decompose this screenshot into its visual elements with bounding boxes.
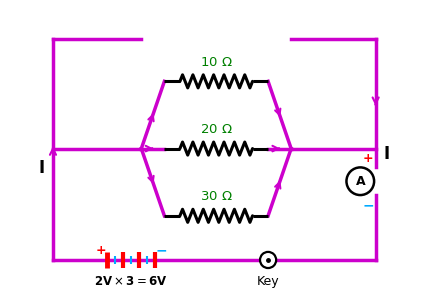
Text: +: + [362,153,373,166]
Text: $\mathit{20\ \Omega}$: $\mathit{20\ \Omega}$ [200,123,233,136]
Circle shape [346,167,374,195]
Text: $\mathit{30\ \Omega}$: $\mathit{30\ \Omega}$ [200,190,233,203]
Text: A: A [356,175,365,188]
Text: I: I [383,145,389,163]
Text: I: I [38,159,44,177]
Text: −: − [362,198,374,212]
Text: Key: Key [257,275,279,287]
Circle shape [260,252,276,268]
Text: $\mathit{10\ \Omega}$: $\mathit{10\ \Omega}$ [200,56,233,69]
Text: −: − [155,244,167,257]
Text: $\mathbf{2V} \times \mathbf{3} = \mathbf{6V}$: $\mathbf{2V} \times \mathbf{3} = \mathbf… [94,275,168,287]
Text: +: + [95,244,106,257]
